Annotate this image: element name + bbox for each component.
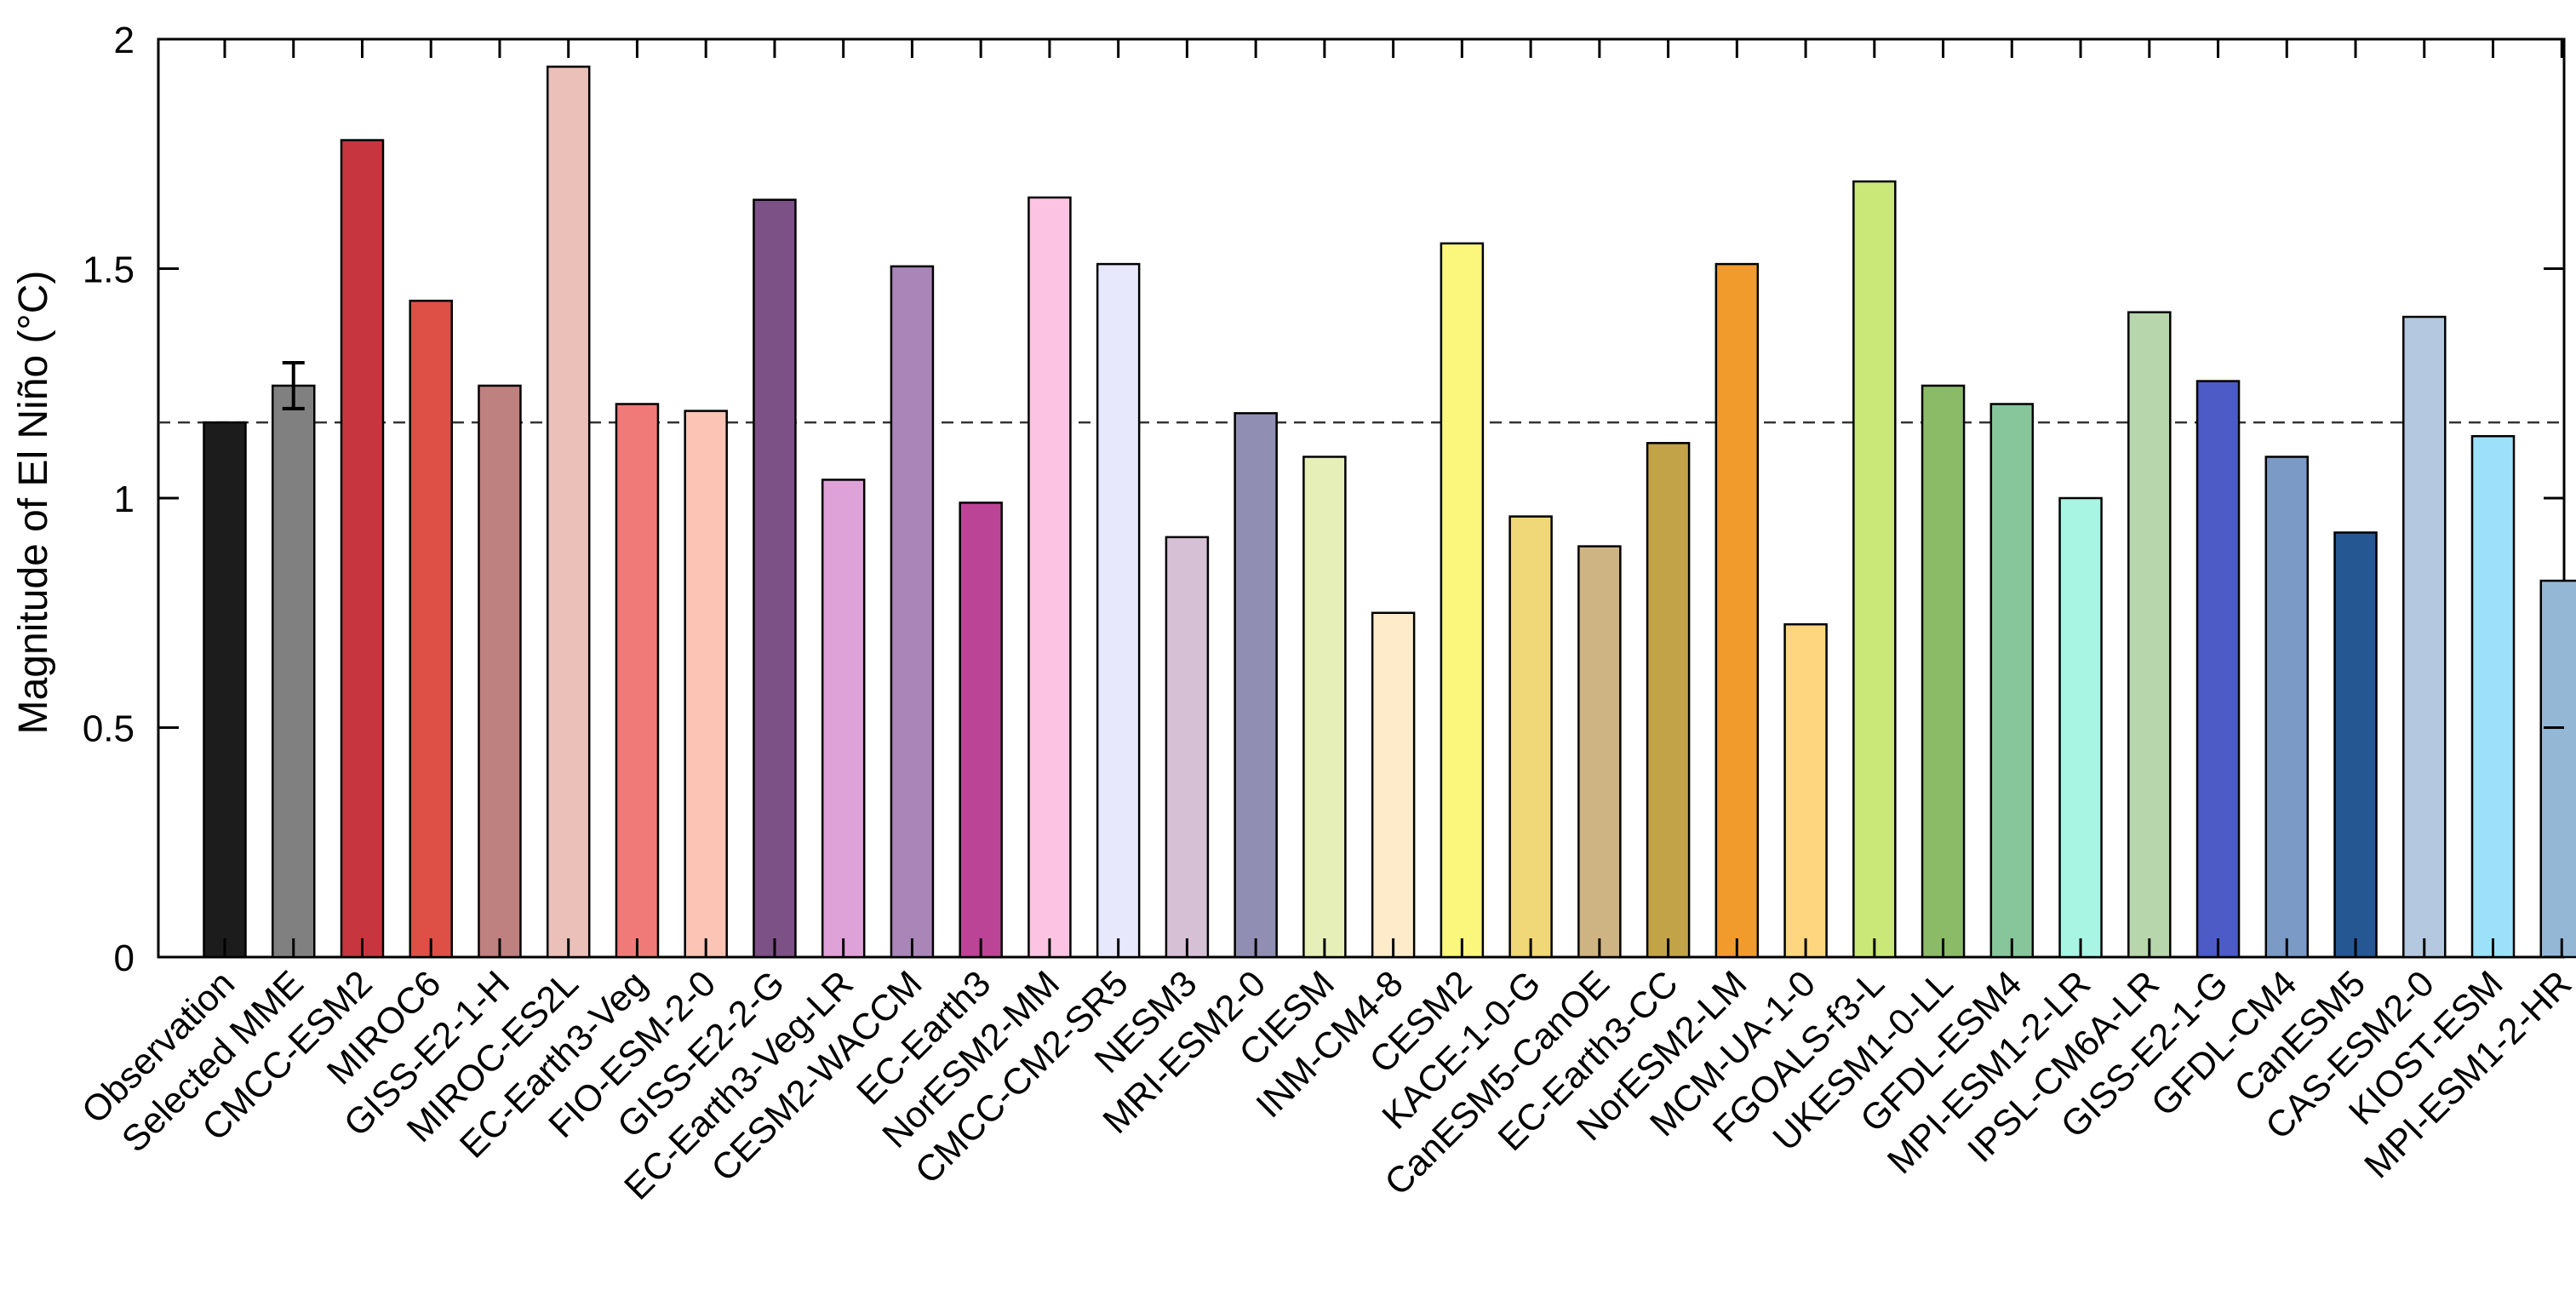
y-tick-label: 0: [114, 937, 135, 979]
bar-ec-earth3-veg-lr: [821, 479, 866, 959]
bar-cas-esm2-0: [2402, 315, 2447, 959]
y-axis-title: Magnitude of El Niño (°C): [11, 271, 56, 735]
bar-miroc-es2l: [546, 66, 591, 959]
error-bar: [282, 360, 305, 410]
y-tick-label: 1: [114, 479, 135, 520]
bar-gfdl-cm4: [2264, 456, 2310, 959]
bar-noresm2-lm: [1714, 262, 1760, 959]
bar-ciesm: [1302, 456, 1347, 959]
bar-canesm5-canoe: [1577, 545, 1622, 959]
bar-observation: [203, 421, 247, 959]
bar-cmcc-cm2-sr5: [1096, 262, 1141, 959]
bars: [203, 66, 2576, 959]
y-axis: 0 0.5 1 1.5 2: [83, 20, 2564, 979]
bar-mpi-esm1-2-lr: [2058, 496, 2103, 959]
bar-inm-cm4-8: [1371, 611, 1416, 959]
bar-mcm-ua-1-0: [1783, 622, 1828, 959]
bar-ukesm1-0-ll: [1921, 384, 1966, 959]
bar-nesm3: [1165, 536, 1210, 959]
bar-giss-e2-2-g: [753, 198, 797, 959]
bar-cesm2: [1440, 242, 1485, 959]
bar-selected-mme: [271, 384, 316, 959]
bar-giss-e2-1-g: [2195, 380, 2241, 959]
bar-ec-earth3-veg: [615, 403, 660, 959]
y-tick-label: 1.5: [83, 249, 135, 291]
bar-noresm2-mm: [1028, 196, 1072, 959]
bar-canesm5: [2333, 531, 2378, 959]
bar-cmcc-esm2: [340, 139, 385, 959]
y-tick-label: 0.5: [83, 708, 135, 750]
bar-fgoals-f3-l: [1852, 180, 1897, 959]
bar-ec-earth3: [959, 502, 1003, 959]
bar-mpi-esm1-2-hr: [2539, 579, 2576, 959]
bar-gfdl-esm4: [1989, 403, 2035, 959]
bar-ec-earth3-cc: [1646, 442, 1691, 959]
bar-miroc6: [409, 299, 453, 959]
bar-giss-e2-1-h: [478, 384, 522, 959]
bar-kace-1-0-g: [1508, 515, 1553, 959]
y-tick-label: 2: [114, 20, 135, 61]
bar-fio-esm-2-0: [684, 410, 728, 959]
bar-mri-esm2-0: [1234, 412, 1278, 959]
bar-cesm2-waccm: [890, 265, 935, 959]
bar-kiost-esm: [2470, 434, 2516, 959]
bar-ipsl-cm6a-lr: [2127, 311, 2172, 959]
